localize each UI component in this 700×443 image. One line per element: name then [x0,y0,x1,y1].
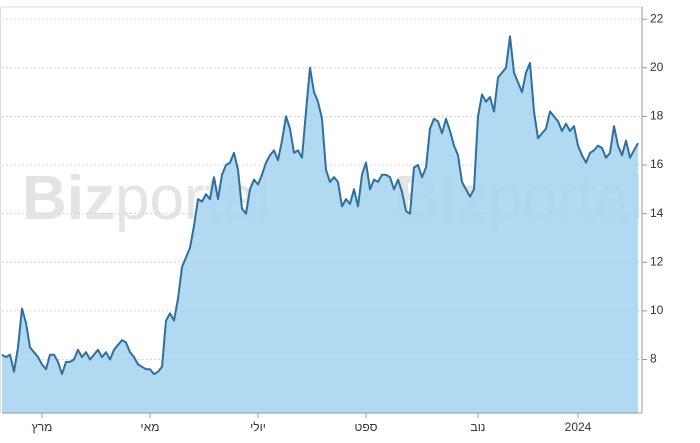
y-tick-label: 14 [650,206,664,220]
x-tick-label: יולי [250,420,266,434]
x-tick-label: 2024 [565,420,592,434]
y-tick-label: 10 [650,303,664,317]
x-tick-label: מאי [141,420,160,434]
x-tick-label: ספט [355,420,378,434]
y-tick-label: 22 [650,11,664,25]
price-line [1,35,639,376]
y-tick-label: 8 [650,352,657,366]
y-tick-label: 12 [650,254,664,268]
y-tick-label: 20 [650,60,664,74]
y-tick-label: 18 [650,109,664,123]
watermark-bold: Biz [22,164,115,233]
area-fill [2,36,638,413]
x-tick-label: נוב [471,420,486,434]
y-tick-label: 16 [650,157,664,171]
x-tick-label: מרץ [32,420,53,434]
